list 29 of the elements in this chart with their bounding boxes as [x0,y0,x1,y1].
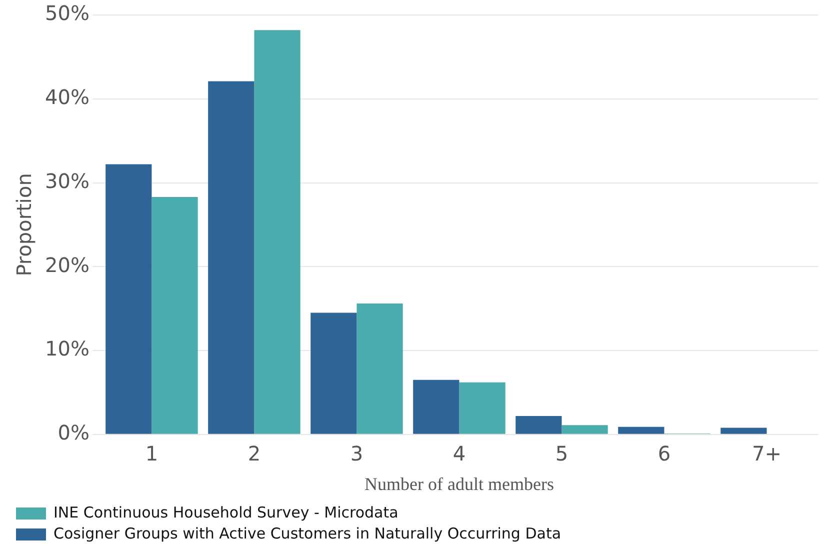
bar [562,425,608,434]
legend-label: Cosigner Groups with Active Customers in Naturally Occurring Data [54,524,562,542]
legend-label: INE Continuous Household Survey - Microdata [54,503,398,522]
x-tick-label: 3 [350,442,364,466]
bar [310,312,357,434]
bar [720,428,767,434]
bar [618,426,664,434]
x-tick-label: 7+ [752,442,782,466]
y-tick-label: 0% [58,420,90,445]
x-tick-label: 2 [248,442,261,466]
x-tick-label: 4 [452,442,466,466]
bar [516,416,562,434]
bar [459,382,506,434]
x-tick-label: 6 [658,442,671,466]
bar [413,380,460,434]
y-tick-label: 20% [45,252,90,277]
y-axis-title: Proportion [12,173,36,276]
x-axis-title: Number of adult members [364,474,554,494]
bar [254,30,300,434]
y-tick-label: 30% [45,168,90,193]
bar [356,304,403,434]
y-tick-label: 40% [45,85,90,110]
bar [208,81,254,434]
y-tick-label: 10% [45,336,90,361]
bar [152,197,198,434]
y-tick-label: 50% [45,1,90,26]
bar [106,164,152,434]
x-tick-label: 5 [555,442,568,466]
x-tick-label: 1 [145,442,158,466]
